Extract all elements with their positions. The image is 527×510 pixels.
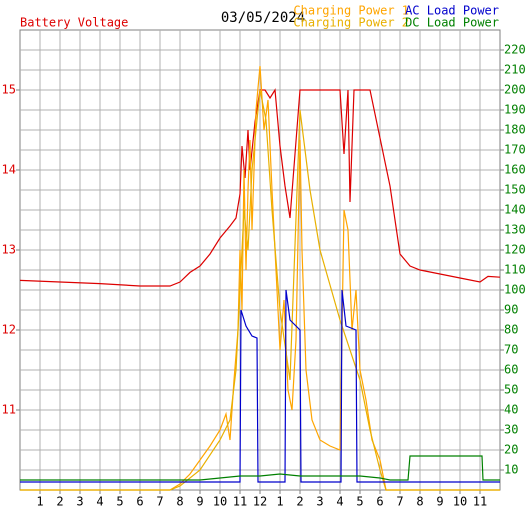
y-tick-label: 12 [2,323,16,337]
y2-tick-label: 130 [504,223,526,237]
y-tick-label: 13 [2,243,16,257]
y2-tick-label: 200 [504,83,526,97]
y2-tick-label: 190 [504,103,526,117]
x-tick-label: 7 [396,495,403,509]
legend-entry: AC Load Power [405,4,499,18]
x-tick-label: 3 [316,495,323,509]
x-tick-label: 8 [416,495,423,509]
x-tick-label: 6 [136,495,143,509]
y2-tick-label: 20 [504,443,518,457]
legend-entry: DC Load Power [405,16,499,30]
legend-entry: Charging Power 1 [293,4,409,18]
y2-tick-label: 180 [504,123,526,137]
x-tick-label: 5 [356,495,363,509]
x-tick-label: 1 [276,495,283,509]
x-tick-label: 7 [156,495,163,509]
y2-tick-label: 10 [504,463,518,477]
y2-tick-label: 110 [504,263,526,277]
y2-tick-label: 140 [504,203,526,217]
legend-entry: Battery Voltage [20,16,128,30]
y-tick-label: 14 [2,163,16,177]
y2-tick-label: 70 [504,343,518,357]
x-tick-label: 10 [213,495,227,509]
x-tick-label: 4 [336,495,343,509]
x-tick-label: 10 [453,495,467,509]
x-tick-label: 5 [116,495,123,509]
x-tick-label: 1 [36,495,43,509]
x-tick-label: 12 [253,495,267,509]
y2-tick-label: 150 [504,183,526,197]
y2-tick-label: 40 [504,403,518,417]
series-line [19,88,501,287]
x-tick-label: 11 [473,495,487,509]
x-tick-label: 2 [296,495,303,509]
x-tick-label: 6 [376,495,383,509]
x-tick-label: 8 [176,495,183,509]
series-line [20,89,500,491]
y2-tick-label: 210 [504,63,526,77]
y-tick-label: 15 [2,83,16,97]
y2-tick-label: 170 [504,143,526,157]
x-tick-label: 4 [96,495,103,509]
y2-tick-label: 80 [504,323,518,337]
y2-tick-label: 60 [504,363,518,377]
y2-tick-label: 50 [504,383,518,397]
y2-tick-label: 120 [504,243,526,257]
y2-tick-label: 100 [504,283,526,297]
x-tick-label: 9 [196,495,203,509]
x-tick-label: 2 [56,495,63,509]
series-line [20,455,500,481]
x-tick-label: 9 [436,495,443,509]
x-tick-label: 11 [233,495,247,509]
legend-entry: Charging Power 2 [293,16,409,30]
y2-tick-label: 160 [504,163,526,177]
x-tick-label: 3 [76,495,83,509]
y2-tick-label: 220 [504,43,526,57]
y-tick-label: 11 [2,403,16,417]
chart-title: 03/05/2024 [221,10,305,26]
y2-tick-label: 90 [504,303,518,317]
series-line [20,289,500,483]
y2-tick-label: 30 [504,423,518,437]
